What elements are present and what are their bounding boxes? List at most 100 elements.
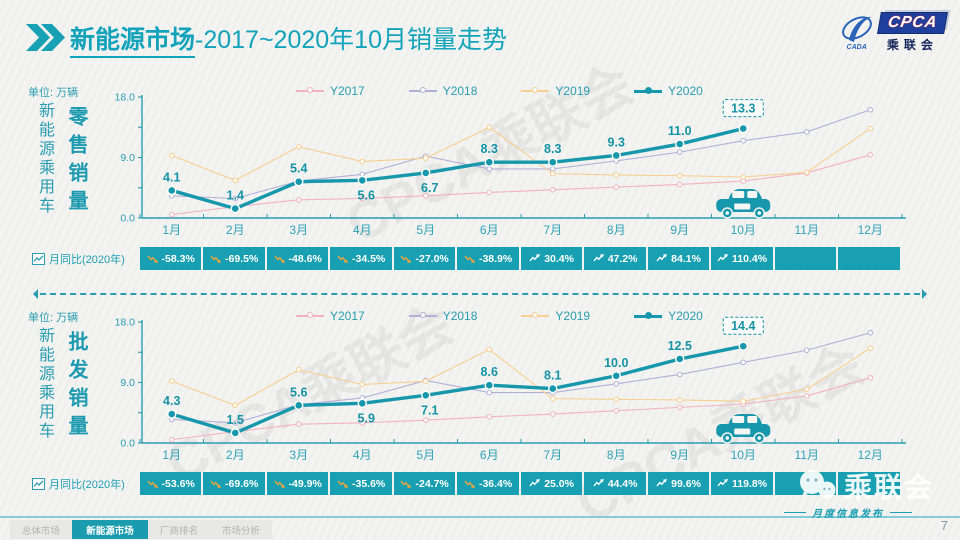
publish-text: 月度信息发布 xyxy=(812,509,884,520)
legend-item-y2019: Y2019 xyxy=(521,84,590,98)
svg-text:0.0: 0.0 xyxy=(120,213,135,225)
svg-text:9月: 9月 xyxy=(670,223,689,237)
series-line-Y2017 xyxy=(171,154,871,216)
wholesale-plot-svg: 18.0 9.0 0.0 1月 2月 3月 4月 5月 6月 7月 8月 9月 10月 11月 12月 4.3… xyxy=(115,317,906,462)
trend-up-icon xyxy=(656,254,668,262)
yoy-cell: 110.4% xyxy=(711,247,773,270)
yoy-cell: -35.6% xyxy=(330,472,392,495)
svg-text:0.0: 0.0 xyxy=(120,438,135,450)
yoy-cell: -27.0% xyxy=(393,247,456,270)
svg-text:12月: 12月 xyxy=(858,448,883,462)
svg-text:5.6: 5.6 xyxy=(358,188,375,202)
yoy-head: 月同比(2020年) xyxy=(32,246,125,271)
svg-text:10月: 10月 xyxy=(731,223,756,237)
series-line-Y2019 xyxy=(171,126,871,181)
svg-text:11月: 11月 xyxy=(795,223,819,237)
footer-accent-line xyxy=(0,516,960,518)
svg-text:14.4: 14.4 xyxy=(731,319,755,333)
series-line-Y2020 xyxy=(171,126,744,211)
car-icon xyxy=(716,189,771,219)
svg-text:8月: 8月 xyxy=(607,448,626,462)
legend-item-y2017: Y2017 xyxy=(296,84,365,98)
tab-total-market[interactable]: 总体市场 xyxy=(10,520,72,539)
svg-text:9.0: 9.0 xyxy=(120,152,135,164)
tab-nev-market[interactable]: 新能源市场 xyxy=(72,520,148,539)
trend-up-icon xyxy=(717,479,729,487)
yoy-cell: 30.4% xyxy=(520,247,583,270)
svg-text:18.0: 18.0 xyxy=(115,317,136,329)
svg-text:7.1: 7.1 xyxy=(421,403,438,417)
svg-text:18.0: 18.0 xyxy=(115,92,136,104)
yoy-cell: -36.4% xyxy=(457,472,519,495)
yoy-row: 月同比(2020年) -58.3% -69.5% -48.6% -34.5% -27.0… xyxy=(0,246,960,271)
yoy-cell: -24.7% xyxy=(393,472,456,495)
yoy-cell: -69.6% xyxy=(203,472,265,495)
svg-text:7月: 7月 xyxy=(543,448,562,462)
svg-text:1月: 1月 xyxy=(162,448,181,462)
svg-text:4月: 4月 xyxy=(353,448,372,462)
retail-plot-svg: 18.0 9.0 0.0 1月 2月 3月 4月 5月 6月 7月 8月 9月 10月 11月 12月 4.1… xyxy=(115,92,906,237)
trend-down-icon xyxy=(400,255,412,263)
category-side-label: 新能源乘用车 xyxy=(36,102,53,216)
yoy-cell: -49.9% xyxy=(266,472,329,495)
legend-item-y2018: Y2018 xyxy=(408,84,477,98)
wholesale-chart-section: 单位: 万辆 新能源乘用车 批发销量 Y2017 Y2018 Y2019 Y2020 … xyxy=(0,309,960,524)
series-line-Y2017 xyxy=(171,377,871,441)
svg-text:3月: 3月 xyxy=(289,223,308,237)
trend-up-icon xyxy=(593,479,604,487)
svg-text:13.3: 13.3 xyxy=(731,102,755,116)
svg-text:10月: 10月 xyxy=(731,448,756,462)
yoy-row: 月同比(2020年) -53.6% -69.6% -49.9% -35.6% -24.7… xyxy=(0,471,960,496)
retail-chart-section: 单位: 万辆 新能源乘用车 零售销量 Y2017 Y2018 Y2019 Y2020 … xyxy=(0,84,960,299)
metric-label-retail: 零售销量 xyxy=(65,106,87,218)
yoy-cell: -48.6% xyxy=(266,247,329,270)
wechat-label: 乘联会 xyxy=(844,472,935,503)
svg-text:6.7: 6.7 xyxy=(421,181,438,195)
metric-label-wholesale: 批发销量 xyxy=(65,331,87,443)
swoosh-icon xyxy=(841,16,872,42)
trend-down-icon xyxy=(464,480,475,488)
trend-down-icon xyxy=(210,255,222,263)
legend-item-y2017: Y2017 xyxy=(296,309,365,323)
tab-oem-ranking[interactable]: 厂商排名 xyxy=(148,520,210,539)
bottom-nav-tabs: 总体市场 新能源市场 厂商排名 市场分析 xyxy=(10,520,272,539)
cpca-wordmark: CPCA xyxy=(876,12,948,34)
svg-text:8.3: 8.3 xyxy=(481,142,498,156)
svg-text:10.0: 10.0 xyxy=(604,356,628,370)
trend-up-icon xyxy=(529,479,541,487)
yoy-cell: -34.5% xyxy=(330,247,392,270)
svg-text:4月: 4月 xyxy=(353,223,372,237)
car-icon xyxy=(716,414,771,444)
series-line-Y2018 xyxy=(171,109,871,200)
yoy-cell: 44.4% xyxy=(584,472,646,495)
svg-text:2月: 2月 xyxy=(226,223,245,237)
legend-item-y2020: Y2020 xyxy=(634,84,703,98)
line-chart-icon xyxy=(32,477,45,490)
legend: Y2017 Y2018 Y2019 Y2020 xyxy=(296,309,703,323)
svg-text:12.5: 12.5 xyxy=(668,339,692,353)
yoy-cells: -58.3% -69.5% -48.6% -34.5% -27.0% -38.9% 30.4… xyxy=(140,247,902,270)
page-title-rest: -2017~2020年10月销量走势 xyxy=(195,26,507,54)
trend-down-icon xyxy=(400,480,412,488)
tab-market-analysis[interactable]: 市场分析 xyxy=(210,520,272,539)
svg-text:5月: 5月 xyxy=(416,448,435,462)
svg-text:5月: 5月 xyxy=(416,223,435,237)
yoy-cell: 119.8% xyxy=(711,472,773,495)
yoy-label: 月同比(2020年) xyxy=(49,478,125,491)
cpca-logo: CADA CPCA 乘联会 xyxy=(839,12,948,53)
legend-item-y2020: Y2020 xyxy=(634,309,703,323)
yoy-cell: -53.6% xyxy=(140,472,202,495)
svg-text:4.3: 4.3 xyxy=(163,394,180,408)
association-label: 乘联会 xyxy=(886,38,938,52)
trend-down-icon xyxy=(210,480,222,488)
page-title: 新能源市场-2017~2020年10月销量走势 xyxy=(70,20,507,58)
series-line-Y2020 xyxy=(171,344,744,435)
svg-text:7月: 7月 xyxy=(543,223,562,237)
svg-text:8.3: 8.3 xyxy=(544,142,561,156)
trend-down-icon xyxy=(147,255,158,263)
series-line-Y2018 xyxy=(171,332,871,424)
svg-text:11月: 11月 xyxy=(795,448,819,462)
trend-up-icon xyxy=(593,254,604,262)
svg-text:5.6: 5.6 xyxy=(290,385,307,399)
